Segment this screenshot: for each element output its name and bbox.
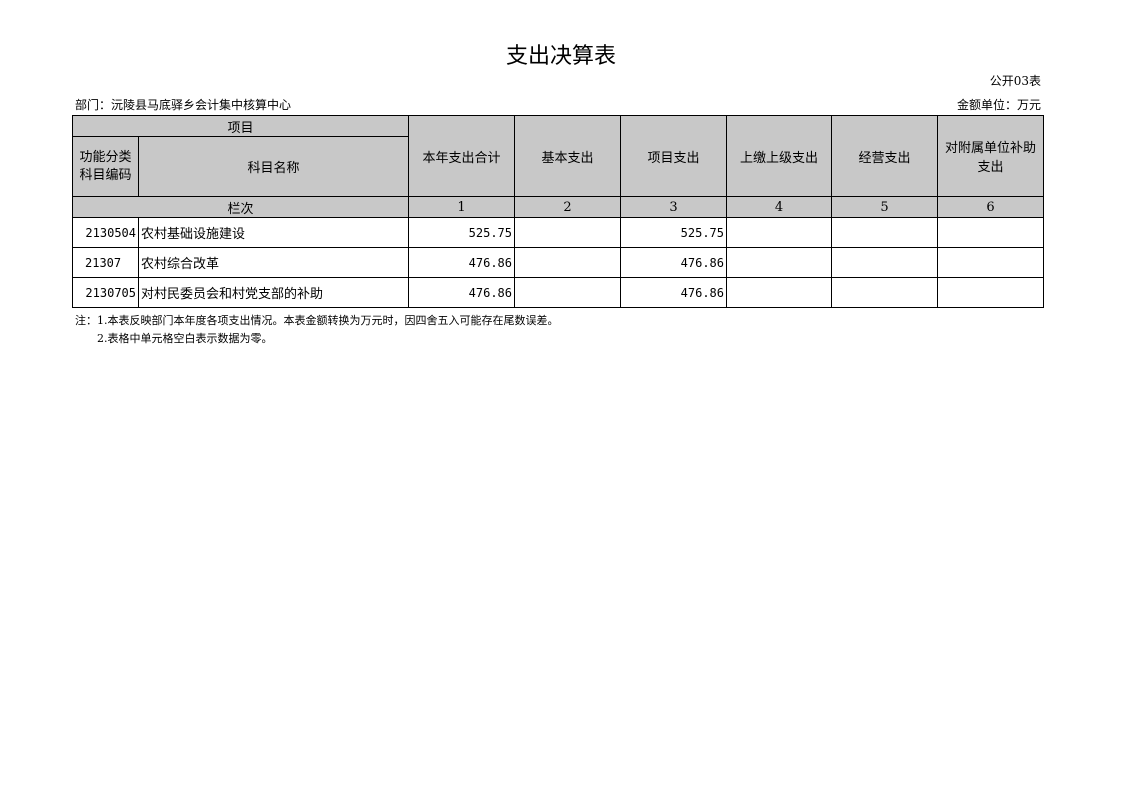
unit-label: 金额单位：万元: [956, 98, 1041, 112]
row-value: 525.75: [620, 217, 728, 248]
row-name: 对村民委员会和村党支部的补助: [137, 277, 410, 308]
expenditure-table: 项目 本年支出合计 基本支出 项目支出 上缴上级支出 经营支出 对附属单位补助支…: [71, 115, 1045, 308]
row-value: 476.86: [620, 247, 728, 278]
row-value: 525.75: [408, 217, 516, 248]
row-code: 21307: [72, 247, 139, 278]
col-number: 3: [620, 196, 728, 218]
row-code: 2130504: [72, 217, 139, 248]
notes: 注：1.本表反映部门本年度各项支出情况。本表金额转换为万元时，因四舍五入可能存在…: [75, 312, 559, 348]
col-number: 4: [726, 196, 833, 218]
row-name: 农村基础设施建设: [137, 217, 410, 248]
note-2: 2.表格中单元格空白表示数据为零。: [97, 332, 273, 345]
row-value: 476.86: [408, 277, 516, 308]
table-row: 2130705 对村民委员会和村党支部的补助 476.86 476.86: [72, 277, 1045, 308]
row-value: [831, 277, 939, 308]
header-col-2: 基本支出: [514, 115, 622, 197]
header-project: 项目: [71, 115, 410, 137]
row-value: [726, 217, 833, 248]
header-col-1: 本年支出合计: [408, 115, 516, 197]
col-number: 6: [937, 196, 1045, 218]
row-value: [937, 217, 1045, 248]
table-row: 21307 农村综合改革 476.86 476.86: [72, 247, 1045, 278]
page-title: 支出决算表: [505, 44, 616, 69]
row-code: 2130705: [72, 277, 139, 308]
header-col-6: 对附属单位补助支出: [937, 115, 1045, 197]
col-number: 2: [514, 196, 622, 218]
row-value: [937, 277, 1045, 308]
col-number: 5: [831, 196, 939, 218]
header-col-5: 经营支出: [831, 115, 939, 197]
table-row: 2130504 农村基础设施建设 525.75 525.75: [72, 217, 1045, 248]
department-label: 部门：沅陵县马底驿乡会计集中核算中心: [75, 98, 292, 112]
row-value: [514, 247, 622, 278]
header-code: 功能分类科目编码: [72, 136, 139, 197]
header-name: 科目名称: [137, 136, 410, 197]
row-name: 农村综合改革: [137, 247, 410, 278]
row-value: [514, 277, 622, 308]
row-value: 476.86: [620, 277, 728, 308]
header-col-4: 上缴上级支出: [726, 115, 833, 197]
row-value: [726, 277, 833, 308]
table-code: 公开03表: [989, 74, 1041, 88]
row-value: [831, 247, 939, 278]
row-value: 476.86: [408, 247, 516, 278]
row-index-label: 栏次: [71, 196, 410, 218]
row-value: [726, 247, 833, 278]
col-number: 1: [408, 196, 516, 218]
note-1: 注：1.本表反映部门本年度各项支出情况。本表金额转换为万元时，因四舍五入可能存在…: [75, 314, 559, 327]
row-value: [831, 217, 939, 248]
row-value: [937, 247, 1045, 278]
row-value: [514, 217, 622, 248]
header-col-3: 项目支出: [620, 115, 728, 197]
